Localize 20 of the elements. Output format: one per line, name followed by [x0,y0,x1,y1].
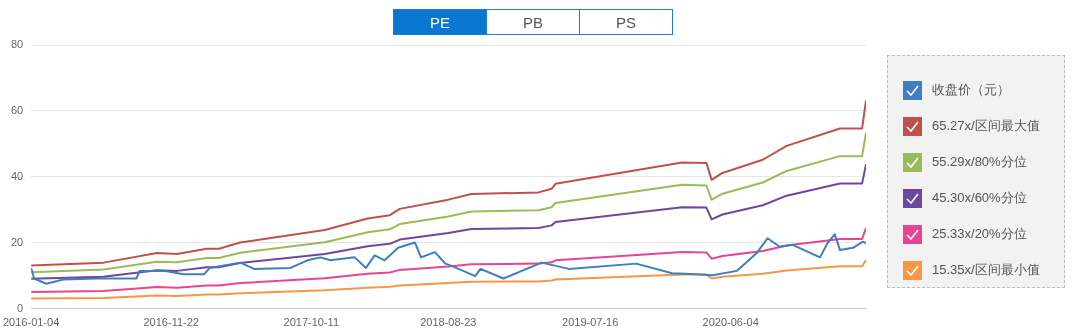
text: PS [579,9,673,35]
y-tick-label: 0 [17,301,24,314]
legend-label: 15.35x/区间最小值 [932,261,1040,279]
text: PE [393,9,487,35]
legend-label: 45.30x/60%分位 [932,189,1027,207]
x-tick-label: 2016-01-04 [2,316,60,329]
y-tick-label: 40 [10,169,24,182]
x-tick-label: 2018-08-23 [420,316,477,329]
legend-label: 55.29x/80%分位 [932,153,1027,171]
legend-label: 收盘价（元） [932,81,1010,99]
y-tick-label: 60 [10,103,24,116]
legend-label: 25.33x/20%分位 [932,225,1027,243]
x-tick-label: 2017-10-11 [283,316,340,329]
x-tick-label: 2020-06-04 [702,316,759,329]
legend-label: 65.27x/区间最大值 [932,117,1040,135]
text: PB [486,9,580,35]
x-tick-label: 2016-11-22 [143,316,199,329]
y-tick-label: 80 [10,38,24,51]
y-tick-label: 20 [10,235,24,248]
x-tick-label: 2019-07-16 [562,316,619,329]
